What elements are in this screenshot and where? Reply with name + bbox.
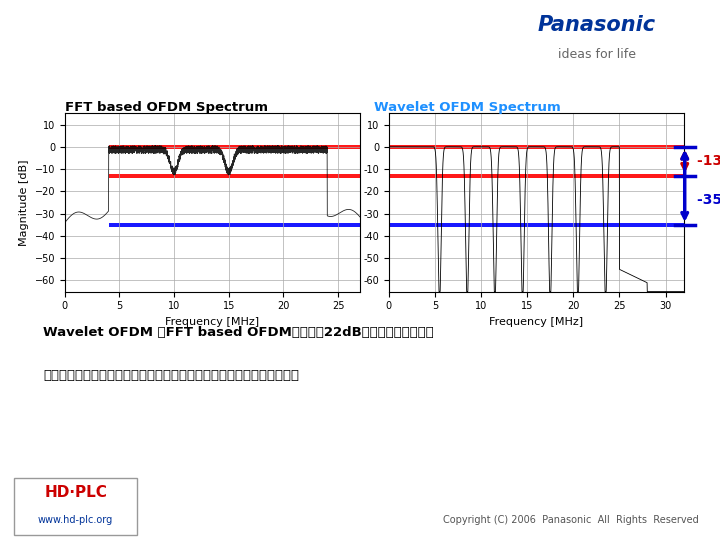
X-axis label: Frequency [MHz]: Frequency [MHz]	[166, 317, 259, 327]
Text: -35 dB: -35 dB	[698, 193, 720, 207]
Y-axis label: Magnitude [dB]: Magnitude [dB]	[19, 159, 29, 246]
Text: HD·PLC: HD·PLC	[44, 485, 107, 500]
Text: Copyright (C) 2006  Panasonic  All  Rights  Reserved: Copyright (C) 2006 Panasonic All Rights …	[443, 515, 698, 525]
Text: Wavelet OFDM はFFT based OFDMに比べゆ22dB以上の深いフィルタ: Wavelet OFDM はFFT based OFDMに比べゆ22dB以上の深…	[43, 326, 434, 339]
Text: フィルタ特性比較: フィルタ特性比較	[121, 19, 254, 48]
FancyBboxPatch shape	[14, 477, 137, 535]
Text: Panasonic: Panasonic	[538, 15, 656, 35]
Text: ideas for life: ideas for life	[558, 48, 636, 61]
Text: 特性を有するためフレキシブルなノッチフィルタを外部回路なしで実現: 特性を有するためフレキシブルなノッチフィルタを外部回路なしで実現	[43, 369, 300, 382]
Bar	[389, 223, 684, 227]
Text: -13 dB: -13 dB	[698, 154, 720, 168]
Bar	[109, 223, 360, 227]
Text: www.hd-plc.org: www.hd-plc.org	[38, 515, 113, 525]
Text: FFT based OFDM Spectrum: FFT based OFDM Spectrum	[65, 102, 268, 114]
Bar	[109, 145, 360, 149]
X-axis label: Frequency [MHz]: Frequency [MHz]	[490, 317, 583, 327]
Text: Wavelet OFDM Spectrum: Wavelet OFDM Spectrum	[374, 102, 561, 114]
Bar	[389, 145, 684, 149]
Bar	[109, 174, 360, 178]
Bar	[389, 174, 684, 178]
